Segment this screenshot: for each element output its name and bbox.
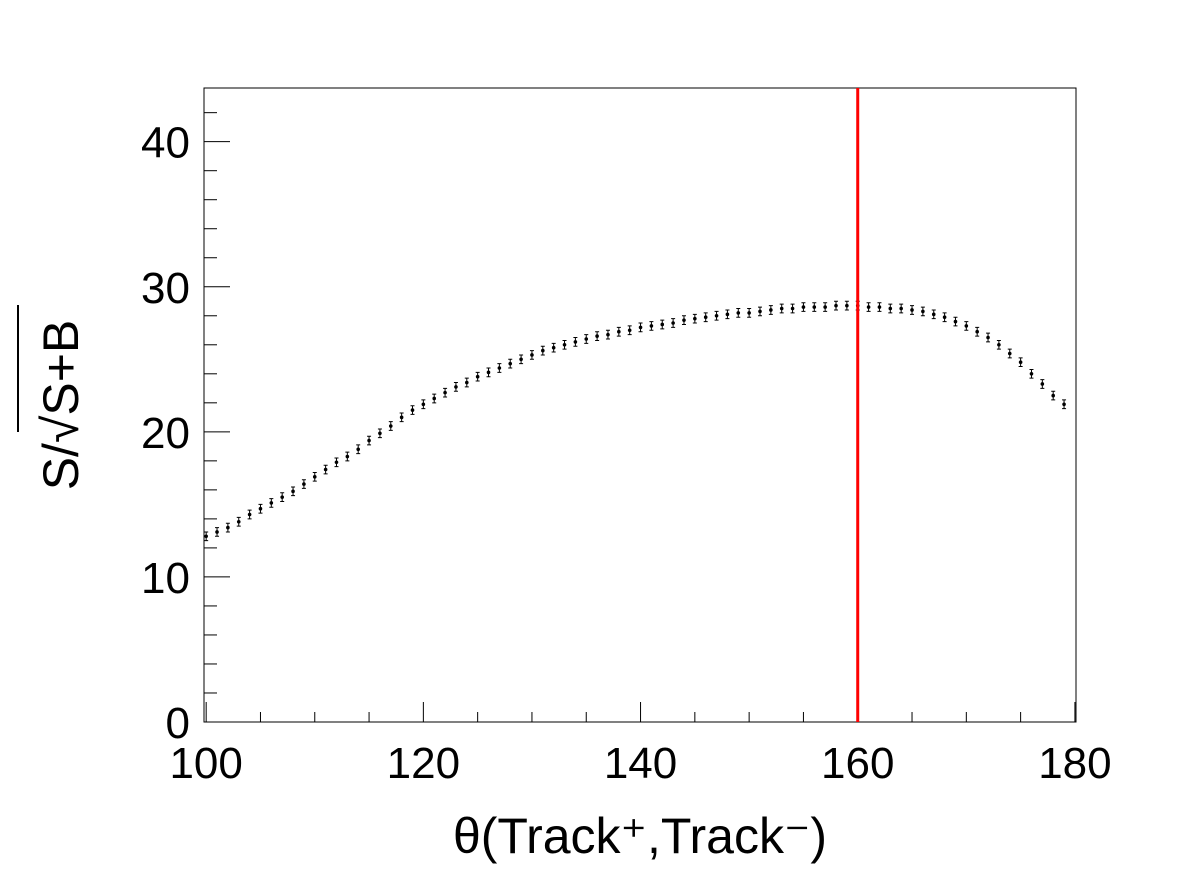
data-point [236, 519, 241, 524]
data-point [1007, 351, 1012, 356]
data-point [671, 321, 675, 325]
data-point [595, 334, 599, 338]
data-point [703, 315, 708, 320]
data-point [432, 396, 437, 401]
x-tick-label: 160 [821, 739, 894, 788]
data-point [975, 329, 979, 334]
data-point [280, 495, 284, 499]
data-point [682, 318, 686, 322]
data-point [302, 482, 306, 486]
data-point [1062, 402, 1066, 407]
data-point [877, 305, 882, 309]
data-point [584, 337, 589, 341]
data-point [834, 303, 838, 308]
data-point [1029, 372, 1034, 376]
data-point [627, 328, 632, 333]
data-point [258, 506, 263, 511]
data-point [953, 319, 958, 324]
data-point [790, 306, 795, 311]
data-point [736, 311, 741, 315]
data-point [334, 460, 339, 465]
data-point [497, 366, 502, 370]
data-point [443, 390, 447, 395]
data-point [606, 332, 610, 337]
x-tick-label: 140 [604, 739, 677, 788]
x-tick-label: 180 [1038, 739, 1111, 788]
data-point [997, 342, 1001, 347]
data-point [247, 512, 252, 517]
data-point [486, 370, 491, 375]
data-point [769, 308, 773, 312]
y-tick-label: 30 [141, 264, 190, 313]
data-point [845, 303, 849, 308]
data-point [345, 454, 350, 459]
data-point [1018, 360, 1023, 365]
data-point [388, 424, 393, 428]
data-point [204, 534, 208, 539]
data-point [964, 324, 969, 328]
data-point [1051, 393, 1055, 398]
data-point [367, 438, 371, 443]
y-tick-label: 0 [166, 699, 190, 748]
data-point [801, 305, 806, 309]
data-point [714, 313, 719, 318]
data-point [530, 353, 534, 357]
x-tick-label: 120 [387, 739, 460, 788]
data-point [562, 342, 567, 347]
data-point [356, 447, 361, 452]
data-point [421, 402, 426, 407]
data-point [475, 374, 480, 379]
y-tick-label: 20 [141, 409, 190, 458]
y-tick-label: 40 [141, 119, 190, 168]
y-axis-label: S/√S+B [33, 320, 89, 491]
data-point [910, 308, 914, 312]
data-point [378, 431, 382, 436]
y-tick-label: 10 [141, 554, 190, 603]
data-point [617, 329, 621, 334]
data-point [812, 305, 817, 309]
data-point [888, 306, 893, 311]
data-point [291, 489, 295, 494]
data-point [541, 348, 545, 353]
data-point [779, 306, 784, 311]
data-point [215, 530, 219, 534]
data-point [269, 501, 274, 505]
data-point [942, 315, 947, 320]
data-point [986, 335, 990, 340]
data-point [693, 316, 697, 321]
data-point [725, 312, 730, 317]
data-point [519, 357, 523, 362]
data-point [899, 306, 903, 311]
data-point [823, 305, 827, 309]
data-point [312, 475, 317, 479]
data-point [508, 361, 513, 366]
data-point [758, 309, 762, 314]
data-point [551, 345, 556, 350]
data-point [323, 467, 328, 472]
x-axis-label: θ(Track⁺,Track⁻) [453, 808, 827, 864]
x-tick-label: 100 [169, 739, 242, 788]
data-point [747, 311, 751, 315]
data-point [410, 408, 415, 412]
data-point [660, 322, 665, 327]
data-point [573, 340, 578, 344]
data-point [921, 309, 925, 314]
data-point [399, 415, 404, 420]
data-point [866, 305, 871, 309]
data-point [931, 312, 936, 317]
data-point [464, 380, 469, 385]
plot-frame [203, 87, 1077, 723]
data-point [454, 385, 458, 389]
data-point [638, 325, 643, 330]
data-point [226, 525, 230, 530]
data-point [1040, 382, 1045, 386]
data-point [649, 324, 654, 328]
